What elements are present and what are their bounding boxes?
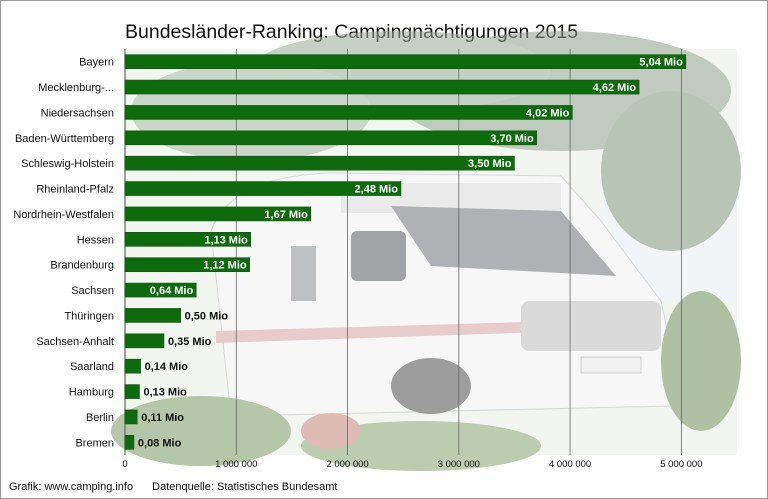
- bar: [124, 206, 312, 222]
- bar: [124, 257, 250, 272]
- bar: [124, 232, 252, 247]
- x-tick-label: 2 000 000: [326, 459, 368, 470]
- data-label: 0,50 Mio: [185, 310, 229, 322]
- data-label: 1,13 Mio: [204, 234, 248, 246]
- x-tick-label: 1 000 000: [215, 459, 257, 470]
- data-label: 0,13 Mio: [143, 387, 187, 399]
- data-label: 5,04 Mio: [639, 57, 683, 69]
- category-label: Nordrhein-Westfalen: [13, 209, 114, 221]
- category-label: Mecklenburg-...: [38, 82, 114, 94]
- data-labels: 5,04 Mio 4,62 Mio 4,02 Mio 3,70 Mio 3,50 Mio…: [138, 57, 683, 450]
- data-label: 0,64 Mio: [150, 285, 194, 297]
- bar: [124, 409, 138, 425]
- bars: [124, 54, 687, 450]
- bar: [124, 79, 640, 95]
- bar: [124, 282, 197, 298]
- data-label: 0,35 Mio: [168, 336, 212, 348]
- x-tick-label: 5 000 000: [660, 459, 702, 470]
- bar: [124, 105, 573, 120]
- category-label: Hessen: [77, 234, 114, 246]
- category-label: Brandenburg: [50, 260, 114, 272]
- category-label: Sachsen-Anhalt: [36, 336, 114, 348]
- category-label: Schleswig-Holstein: [21, 158, 114, 170]
- bar: [124, 358, 141, 374]
- bar: [124, 308, 181, 323]
- camper-van-photo: [111, 31, 741, 471]
- bar: [124, 435, 135, 450]
- footer-credit: Grafik: www.camping.info: [9, 481, 134, 493]
- x-tick-labels: 0 1 000 000 2 000 000 3 000 000 4 000 000 5 0…: [122, 459, 702, 470]
- category-label: Baden-Württemberg: [15, 133, 114, 145]
- bar: [124, 130, 538, 146]
- category-label: Saarland: [70, 361, 114, 373]
- category-label: Hamburg: [69, 387, 114, 399]
- bar: [124, 54, 687, 69]
- x-tick-label: 4 000 000: [549, 459, 591, 470]
- bar: [124, 384, 140, 399]
- category-label: Bayern: [79, 57, 114, 69]
- data-label: 2,48 Mio: [355, 184, 399, 196]
- data-label: 4,02 Mio: [526, 107, 570, 119]
- bar: [124, 155, 515, 171]
- category-label: Thüringen: [64, 310, 114, 322]
- data-label: 0,11 Mio: [141, 412, 184, 424]
- category-labels: Bayern Mecklenburg-... Niedersachsen Baden-…: [13, 57, 114, 450]
- x-tick-label: 0: [122, 459, 127, 470]
- data-label: 4,62 Mio: [593, 82, 637, 94]
- category-label: Berlin: [86, 412, 114, 424]
- x-tick-label: 3 000 000: [438, 459, 480, 470]
- bar: [124, 333, 165, 349]
- footer: Grafik: www.camping.info Datenquelle: St…: [9, 481, 353, 493]
- data-label: 1,67 Mio: [264, 209, 308, 221]
- category-label: Sachsen: [71, 285, 114, 297]
- bar: [124, 181, 402, 196]
- footer-source: Datenquelle: Statistisches Bundesamt: [152, 481, 338, 493]
- category-label: Rheinland-Pfalz: [36, 184, 114, 196]
- data-label: 0,08 Mio: [138, 437, 182, 449]
- category-label: Bremen: [75, 437, 114, 449]
- data-label: 1,12 Mio: [203, 260, 247, 272]
- category-label: Niedersachsen: [41, 107, 114, 119]
- data-label: 3,50 Mio: [468, 158, 512, 170]
- data-label: 0,14 Mio: [145, 361, 189, 373]
- data-label: 3,70 Mio: [490, 133, 534, 145]
